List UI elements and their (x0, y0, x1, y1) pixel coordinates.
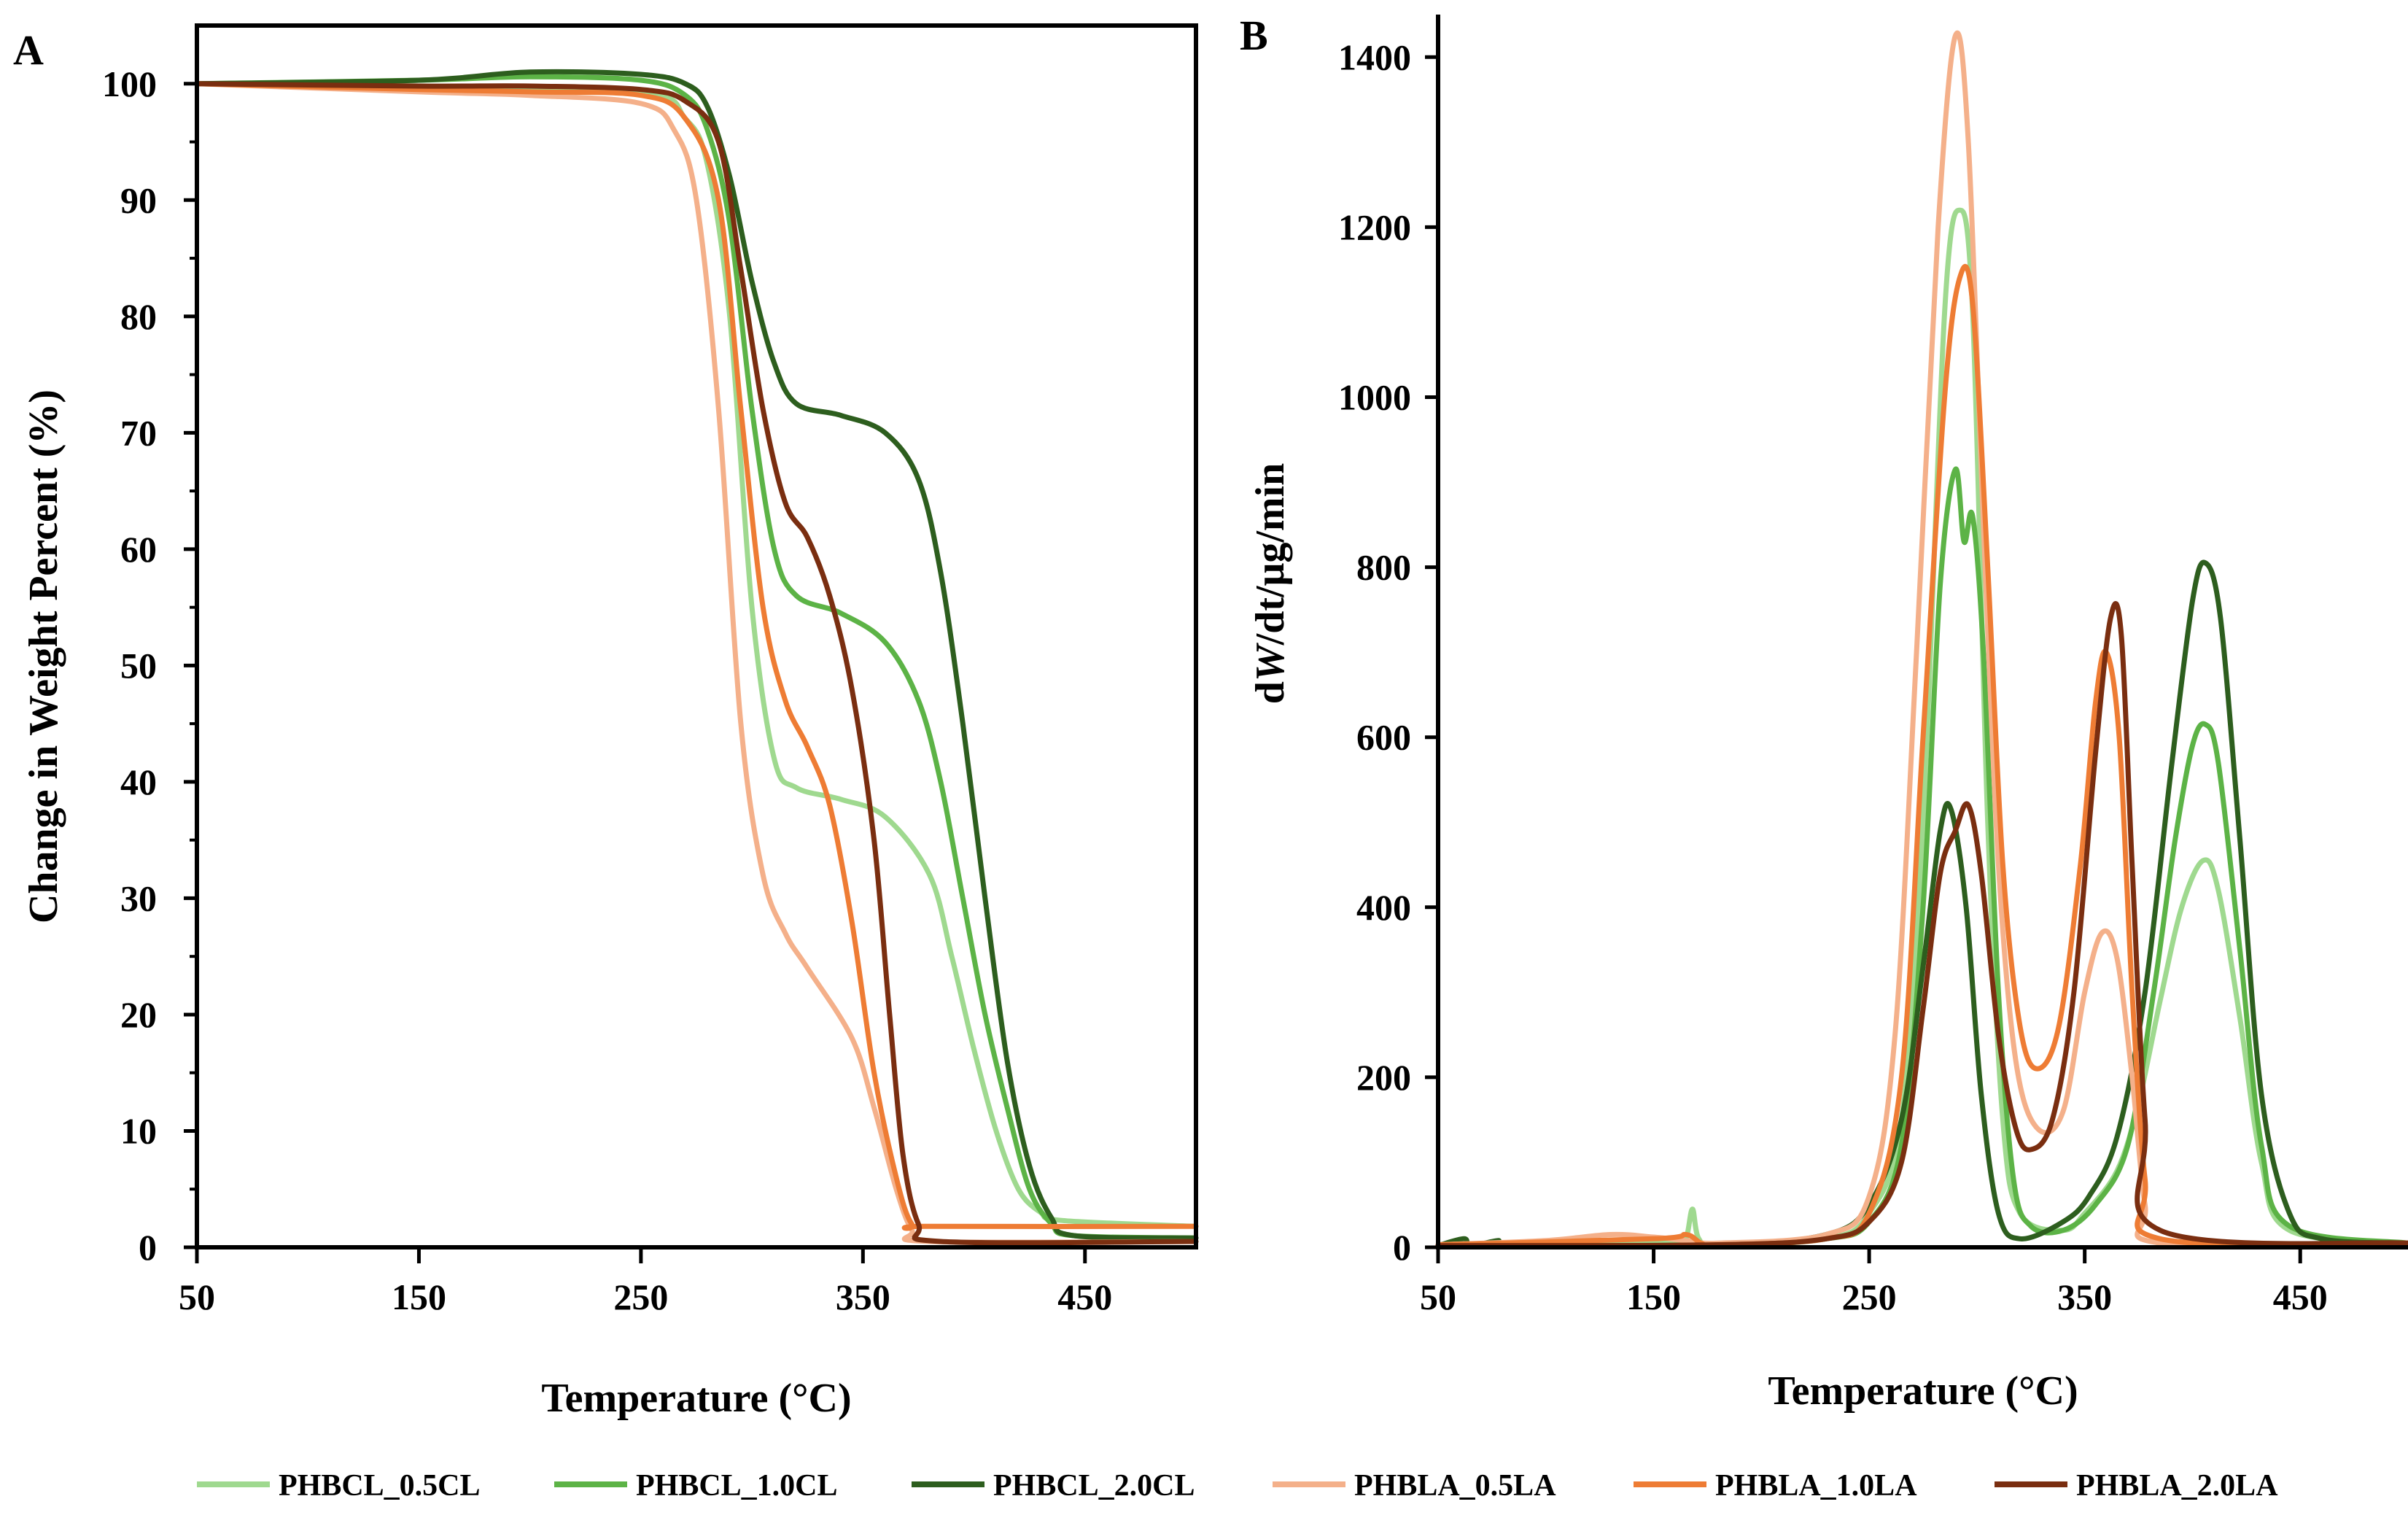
legend-label-phbla-1-0la: PHBLA_1.0LA (1715, 1469, 1917, 1503)
panel-a-y-tick-label: 70 (120, 412, 157, 453)
panel-b-y-axis-title: dW/dt/μg/min (1248, 463, 1293, 705)
panel-b-series-phbla-0-5la (1435, 30, 2408, 1249)
panel-a-series-phbla-2-0la (194, 81, 1199, 1246)
panel-a-x-tick-label: 450 (1057, 1276, 1112, 1317)
panel-a-x-tick-label: 250 (613, 1276, 668, 1317)
panel-b-x-tick-label: 450 (2273, 1276, 2328, 1317)
panel-a-plot-frame (195, 23, 1198, 1249)
legend-label-phbla-2-0la: PHBLA_2.0LA (2076, 1469, 2278, 1503)
panel-b-x-tick-label: 250 (1842, 1276, 1897, 1317)
panel-b-y-axis-title-part-1: d (1248, 681, 1293, 704)
legend: PHBCL_0.5CL PHBCL_1.0CL PHBCL_2.0CL PHBLA_0… (197, 1469, 2278, 1503)
panel-a-y-tick-label: 10 (120, 1110, 157, 1151)
panel-b-y-tick-label: 400 (1356, 887, 1411, 928)
panel-a-x-tick-label: 50 (179, 1276, 215, 1317)
panel-a-series-phbla-1-0la (194, 81, 1199, 1231)
panel-a-series-phbcl-2-0cl (194, 69, 1199, 1241)
panel-a-y-tick-label: 60 (120, 529, 157, 570)
panel-a-y-axis-title: Change in Weight Percent (%) (21, 390, 66, 923)
legend-label-phbcl-1-0cl: PHBCL_1.0CL (636, 1469, 838, 1503)
panel-a-y-tick-label: 0 (139, 1227, 157, 1268)
panel-a-series-phbcl-1-0cl (194, 74, 1199, 1241)
panel-a-series-phbcl-0-5cl (194, 81, 1199, 1229)
panel-a-y-tick-label: 40 (120, 762, 157, 802)
panel-label-a: A (13, 26, 44, 74)
panel-a-y-tick-label: 100 (102, 63, 157, 104)
panel-a-ticks: 50 150 250 350 450 0 10 20 30 40 50 60 70 80 90 100 (102, 63, 1112, 1317)
panel-a-y-tick-label: 80 (120, 296, 157, 337)
panel-b-x-tick-label: 350 (2057, 1276, 2112, 1317)
panel-b-y-tick-label: 1000 (1338, 376, 1411, 417)
panel-b-series (1435, 30, 2408, 1249)
panel-b-series-phbla-2-0la (1435, 601, 2408, 1249)
panel-a-y-tick-label: 30 (120, 877, 157, 918)
panel-b-axes (1436, 15, 2408, 1249)
panel-a-x-tick-label: 150 (392, 1276, 446, 1317)
panel-a: A 50 150 250 350 450 0 10 20 30 40 50 60 70 80 90 100 T… (13, 23, 1199, 1421)
panel-b-y-tick-label: 1400 (1338, 36, 1411, 77)
panel-a-y-tick-label: 20 (120, 994, 157, 1035)
panel-b-y-tick-label: 1200 (1338, 206, 1411, 247)
panel-a-x-tick-label: 350 (836, 1276, 890, 1317)
panel-b-y-axis-title-part-3: /dt/μg/min (1248, 463, 1293, 646)
panel-a-y-tick-label: 50 (120, 645, 157, 686)
panel-a-series-phbla-0-5la (194, 81, 1199, 1245)
panel-label-b: B (1240, 12, 1268, 59)
panel-a-x-axis-title: Temperature (°C) (541, 1376, 851, 1421)
panel-b-y-tick-label: 200 (1356, 1057, 1411, 1098)
legend-label-phbcl-0-5cl: PHBCL_0.5CL (279, 1469, 481, 1503)
panel-b-y-tick-label: 0 (1393, 1227, 1411, 1268)
panel-b-x-axis-title: Temperature (°C) (1768, 1368, 2078, 1414)
panel-a-y-tick-label: 90 (120, 179, 157, 220)
panel-b-y-axis-title-part-2: W (1248, 642, 1293, 681)
legend-label-phbla-0-5la: PHBLA_0.5LA (1354, 1469, 1556, 1503)
panel-b-ticks: 50 150 250 350 450 0 200 400 600 800 1000 1200 1400 (1338, 36, 2328, 1317)
panel-b-x-tick-label: 150 (1626, 1276, 1681, 1317)
panel-b-x-tick-label: 50 (1420, 1276, 1456, 1317)
panel-b-y-tick-label: 600 (1356, 717, 1411, 758)
panel-b: B 50 150 250 350 450 0 200 400 600 800 1000 1200 140… (1240, 12, 2408, 1414)
panel-a-series (194, 69, 1199, 1246)
panel-b-y-tick-label: 800 (1356, 547, 1411, 588)
legend-label-phbcl-2-0cl: PHBCL_2.0CL (993, 1469, 1195, 1503)
